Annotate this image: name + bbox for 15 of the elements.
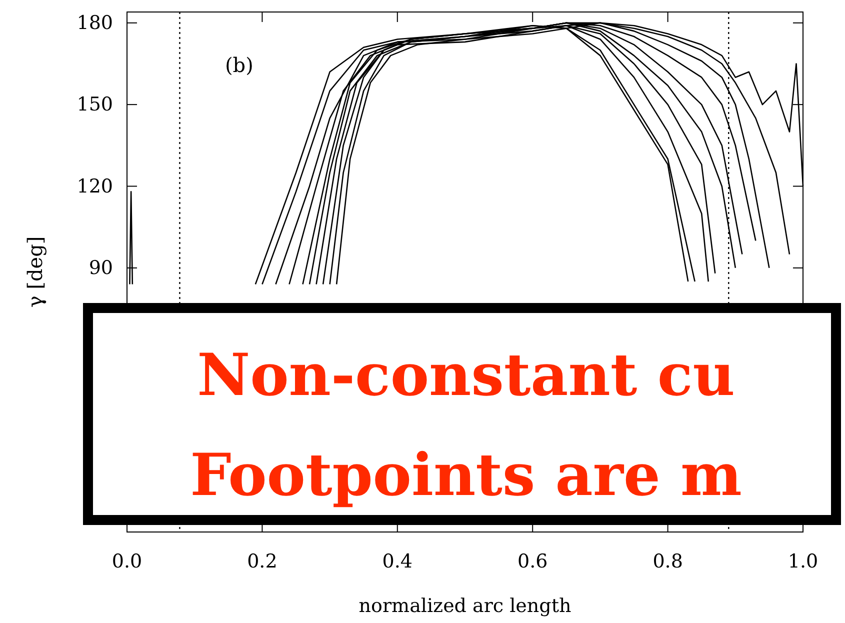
x-tick-label: 0.2 xyxy=(247,550,278,572)
x-tick-label: 0.6 xyxy=(517,550,548,572)
x-tick-label: 0.8 xyxy=(652,550,683,572)
y-tick-label: 90 xyxy=(88,256,113,279)
y-tick-label: 120 xyxy=(76,175,113,198)
x-tick-label: 1.0 xyxy=(788,550,818,572)
annotation: Non-constant cu xyxy=(197,341,735,409)
y-axis-title: γ [deg] xyxy=(23,236,47,308)
x-tick-label: 0.0 xyxy=(112,550,142,572)
annotation: Footpoints are m xyxy=(190,441,742,509)
x-axis-title: normalized arc length xyxy=(358,595,572,617)
annotation: (b) xyxy=(225,53,254,77)
x-tick-label: 0.4 xyxy=(382,550,413,572)
y-tick-label: 150 xyxy=(76,94,113,116)
y-tick-label: 180 xyxy=(76,12,113,34)
